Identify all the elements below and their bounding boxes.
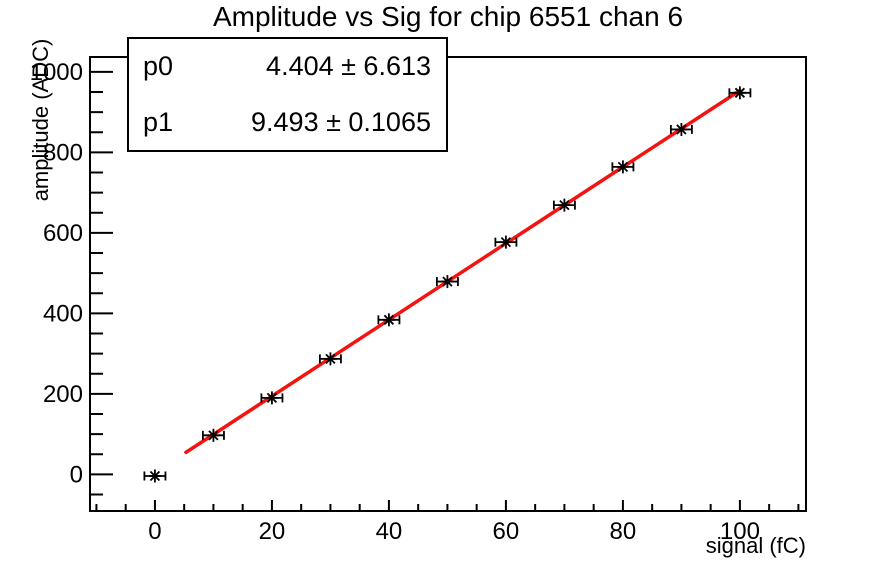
fit-param-name-p1: p1 (143, 106, 174, 137)
y-tick-label: 600 (43, 220, 83, 247)
x-tick-label: 0 (148, 518, 161, 545)
data-point-100 (728, 86, 752, 100)
fit-line (184, 88, 742, 455)
x-tick-label: 20 (259, 518, 286, 545)
marker-spoke-d2 (559, 199, 570, 211)
x-tick-label: 80 (610, 518, 637, 545)
marker-spoke-d2 (208, 430, 219, 441)
data-point-0 (143, 469, 167, 483)
marker-spoke-d2 (325, 353, 336, 364)
data-point-40 (377, 313, 401, 327)
data-point-30 (318, 352, 342, 366)
data-point-70 (552, 198, 576, 212)
fit-param-value-p0: 4.404 ± 6.613 (266, 51, 431, 82)
fit-param-value-p1: 9.493 ± 0.1065 (251, 106, 431, 137)
data-point-10 (201, 428, 225, 442)
fit-param-name-p0: p0 (143, 51, 174, 82)
y-tick-label: 1000 (30, 59, 83, 86)
y-tick-label: 200 (43, 381, 83, 408)
data-point-20 (260, 391, 284, 405)
fit-stats-box: p0 4.404 ± 6.613 p1 9.493 ± 0.1065 (127, 37, 448, 152)
marker-spoke-d2 (734, 87, 746, 98)
data-point-90 (669, 122, 693, 136)
marker-spoke-d2 (383, 314, 395, 325)
marker-spoke-d2 (149, 470, 161, 482)
chart-title: Amplitude vs Sig for chip 6551 chan 6 (212, 1, 684, 32)
stats-row-p1: p1 9.493 ± 0.1065 (129, 107, 446, 138)
y-tick-label: 800 (43, 139, 83, 166)
x-axis-title: signal (fC) (705, 533, 806, 558)
marker-spoke-d2 (442, 276, 453, 287)
data-point-80 (611, 160, 635, 174)
y-tick-label: 400 (43, 300, 83, 327)
data-point-50 (435, 275, 459, 289)
x-tick-label: 100 (720, 518, 760, 545)
marker-spoke-d2 (676, 124, 687, 135)
stats-row-p0: p0 4.404 ± 6.613 (129, 51, 446, 82)
y-tick-label: 0 (70, 461, 83, 488)
marker-spoke-d2 (617, 161, 629, 173)
marker-spoke-d2 (266, 392, 278, 404)
x-tick-label: 40 (376, 518, 403, 545)
y-axis-title: amplitude (ADC) (28, 38, 53, 202)
x-tick-label: 60 (493, 518, 520, 545)
marker-spoke-d2 (500, 237, 512, 248)
data-point-60 (494, 235, 518, 249)
plot-frame (89, 56, 807, 512)
